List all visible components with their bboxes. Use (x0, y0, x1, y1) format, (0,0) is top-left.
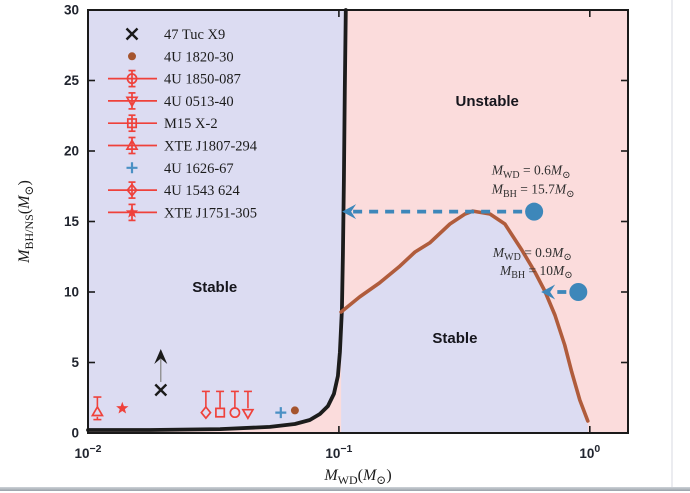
marker-dot (290, 406, 299, 415)
up-arrow-icon (154, 348, 168, 364)
source-point (241, 390, 255, 420)
window-bottom-edge (0, 487, 690, 491)
legend-label: 4U 1626-67 (164, 161, 234, 177)
region-label: Stable (192, 279, 237, 296)
source-point (90, 396, 104, 421)
ticks (87, 9, 628, 434)
source-point (290, 406, 299, 415)
bh-track: MWD = 0.9M⊙MBH = 10M⊙ (492, 245, 588, 301)
bh-point (569, 283, 588, 301)
marker-diamond (126, 183, 138, 198)
marker-circle (229, 407, 241, 419)
triangle-up-glyph (90, 405, 104, 417)
y-tick-label: 25 (64, 73, 80, 88)
legend-item: M15 X-2 (108, 114, 218, 132)
source-point (215, 390, 226, 418)
legend-label: 47 Tuc X9 (164, 27, 225, 43)
dot-glyph (128, 52, 136, 61)
bh-track-label: MWD = 0.6M⊙ (491, 163, 571, 181)
source-point (200, 390, 212, 420)
marker-tridown (125, 96, 139, 108)
source-point (154, 348, 168, 397)
bh-track-label: MBH = 10M⊙ (499, 263, 573, 281)
marker-square (126, 118, 138, 129)
plus-glyph (275, 407, 287, 419)
diamond-glyph (200, 405, 212, 420)
legend-label: 4U 1850-087 (164, 72, 241, 88)
source-point (229, 390, 241, 419)
legend-label: XTE J1751-305 (164, 205, 257, 221)
stable-pocket-region (341, 211, 588, 433)
x-tick-label: 10−2 (74, 443, 101, 461)
bh-point (525, 202, 544, 221)
region-label: Stable (432, 330, 477, 347)
ns-stability-boundary (86, 8, 348, 432)
bh-track-label: MBH = 15.7M⊙ (491, 182, 575, 200)
circle-glyph (229, 407, 241, 419)
x-tick-label: 100 (579, 443, 600, 461)
marker-plus (126, 162, 138, 174)
x-glyph (125, 27, 139, 41)
legend-label: M15 X-2 (164, 116, 218, 132)
legend-item: 4U 1820-30 (128, 49, 234, 65)
legend-item: XTE J1807-294 (108, 136, 258, 155)
x-glyph (154, 383, 168, 397)
page-right-edge (671, 0, 673, 487)
plus-glyph (126, 162, 138, 174)
marker-x (125, 27, 139, 41)
star-glyph (125, 205, 139, 218)
y-tick-label: 15 (64, 214, 80, 229)
legend-label: 4U 0513-40 (164, 94, 234, 110)
legend-item: 4U 1850-087 (108, 69, 241, 88)
star-glyph (116, 401, 129, 414)
bh-stability-boundary (339, 209, 590, 423)
y-tick-label: 20 (64, 144, 79, 159)
marker-plus (275, 407, 287, 419)
marker-dot (128, 52, 136, 61)
triangle-down-glyph (125, 96, 139, 108)
left-arrow-icon (342, 204, 357, 220)
source-point (116, 401, 129, 414)
left-arrow-icon (541, 284, 556, 300)
region-label: Unstable (456, 93, 519, 110)
legend-label: XTE J1807-294 (164, 139, 258, 155)
legend-item: 47 Tuc X9 (125, 27, 225, 43)
legend: 47 Tuc X9 4U 1820-30 4U 1850-087 4U 0513-40… (108, 27, 258, 221)
triangle-up-glyph (125, 138, 139, 150)
marker-tridown (241, 408, 255, 420)
x-axis-label: MWD(M⊙) (323, 467, 391, 487)
legend-item: 4U 1543 624 (108, 181, 240, 199)
marker-triup (125, 138, 139, 150)
marker-star (125, 205, 139, 218)
diamond-glyph (126, 183, 138, 198)
y-axis-label: MBH/NS(M⊙) (16, 180, 36, 264)
circle-glyph (126, 73, 138, 85)
legend-label: 4U 1543 624 (164, 183, 240, 199)
marker-star (116, 401, 129, 414)
triangle-down-glyph (241, 408, 255, 420)
y-tick-label: 10 (64, 285, 79, 300)
marker-square (215, 407, 226, 418)
y-tick-label: 0 (71, 426, 79, 441)
square-glyph (126, 118, 138, 129)
marker-triup (90, 405, 104, 417)
y-tick-label: 5 (71, 355, 79, 370)
legend-item: 4U 1626-67 (126, 161, 234, 177)
dot-glyph (290, 406, 299, 415)
y-tick-label: 30 (64, 3, 79, 18)
marker-circle (126, 73, 138, 85)
bh-track: MWD = 0.6M⊙MBH = 15.7M⊙ (342, 163, 575, 221)
y-axis-label-group: MBH/NS(M⊙) (16, 180, 36, 264)
square-glyph (215, 407, 226, 418)
bh-track-label: MWD = 0.9M⊙ (492, 245, 572, 263)
legend-label: 4U 1820-30 (164, 49, 234, 65)
legend-item: XTE J1751-305 (108, 203, 257, 221)
x-tick-label: 10−1 (325, 443, 352, 461)
marker-diamond (200, 405, 212, 420)
source-point (275, 407, 287, 419)
legend-item: 4U 0513-40 (108, 92, 234, 110)
marker-x (154, 383, 168, 397)
